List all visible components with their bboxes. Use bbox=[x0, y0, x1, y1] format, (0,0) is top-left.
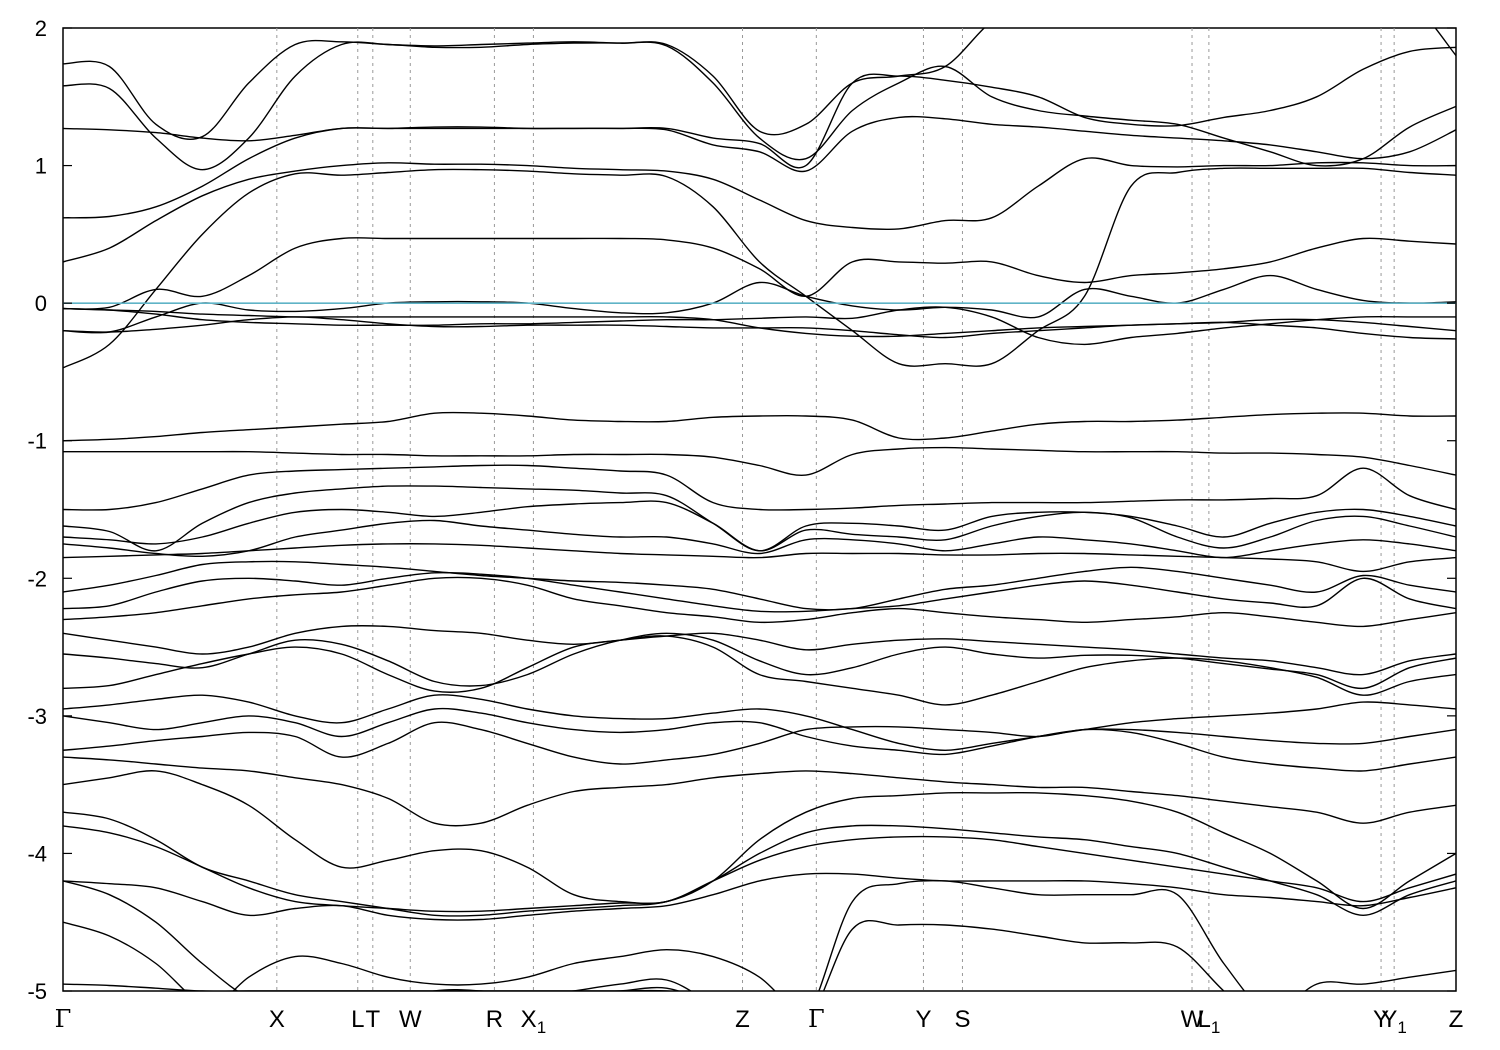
ytick-label-6: 1 bbox=[35, 154, 47, 179]
band-line-32 bbox=[63, 879, 1246, 991]
band-line-1 bbox=[63, 41, 1456, 171]
band-line-29 bbox=[63, 811, 1456, 917]
y-axis: -5 -4 -3 -2 -1 0 1 2 bbox=[27, 16, 1456, 1004]
band-line-4 bbox=[63, 157, 1456, 263]
ytick-label-3: -2 bbox=[27, 566, 47, 591]
kpoint-label-14: Y1 bbox=[1381, 1006, 1406, 1037]
band-line-21 bbox=[63, 625, 1456, 676]
bands bbox=[63, 28, 1456, 991]
kpoint-label-6: X1 bbox=[521, 1006, 546, 1037]
band-line-33 bbox=[63, 919, 1225, 991]
band-line-31 bbox=[63, 872, 1456, 921]
band-line-23 bbox=[63, 635, 1456, 706]
band-line-30 bbox=[63, 825, 1456, 913]
kpoint-label-0: Γ bbox=[55, 1005, 72, 1033]
band-line-18 bbox=[63, 560, 1456, 611]
band-line-12 bbox=[63, 446, 1456, 477]
ytick-label-1: -4 bbox=[27, 841, 47, 866]
kpoint-label-11: W bbox=[1181, 1006, 1204, 1033]
band-line-7 bbox=[63, 274, 1456, 334]
band-line-15 bbox=[63, 500, 1456, 552]
band-line-28 bbox=[63, 770, 1456, 910]
band-line-0 bbox=[63, 28, 1456, 141]
band-line-22 bbox=[63, 632, 1456, 690]
band-line-6 bbox=[63, 237, 1456, 310]
band-line-19 bbox=[63, 571, 1456, 613]
kpoint-label-2: L bbox=[351, 1006, 364, 1033]
band-line-11 bbox=[63, 411, 1456, 442]
kpoint-label-7: Z bbox=[735, 1006, 750, 1033]
kpoint-label-9: Y bbox=[915, 1006, 931, 1033]
kpoint-label-10: S bbox=[954, 1006, 970, 1033]
band-line-25 bbox=[63, 707, 1456, 756]
band-line-24 bbox=[63, 694, 1456, 752]
band-line-14 bbox=[63, 485, 1456, 552]
band-line-20 bbox=[63, 576, 1456, 628]
band-line-8 bbox=[63, 306, 1456, 346]
kpoint-label-8: Γ bbox=[808, 1005, 825, 1033]
kpoint-label-13: Y bbox=[1373, 1006, 1389, 1033]
ytick-label-0: -5 bbox=[27, 979, 47, 1004]
kpoint-label-1: X bbox=[269, 1006, 285, 1033]
band-line-5 bbox=[63, 167, 1456, 369]
kpoint-label-5: R bbox=[486, 1006, 503, 1033]
ytick-label-7: 2 bbox=[35, 16, 47, 41]
band-line-13 bbox=[63, 464, 1456, 511]
x-axis: Γ X L T W R X1 Z Γ Y S WL1 YY1 Z bbox=[55, 1005, 1464, 1037]
kpoint-label-15: Z bbox=[1449, 1006, 1464, 1033]
kpoint-label-12: L1 bbox=[1197, 1006, 1220, 1037]
band-line-10 bbox=[63, 307, 1456, 340]
band-line-17 bbox=[63, 543, 1456, 573]
band-line-34 bbox=[232, 948, 776, 991]
band-line-2 bbox=[63, 46, 1456, 169]
ytick-label-5: 0 bbox=[35, 291, 47, 316]
kpoint-label-3: T bbox=[365, 1006, 380, 1033]
kpoint-label-4: W bbox=[399, 1006, 422, 1033]
band-line-26 bbox=[63, 721, 1456, 772]
band-line-3 bbox=[63, 115, 1456, 219]
ytick-label-2: -3 bbox=[27, 704, 47, 729]
band-line-27 bbox=[63, 756, 1456, 827]
kpoint-grid bbox=[276, 28, 1395, 991]
ytick-label-4: -1 bbox=[27, 429, 47, 454]
band-line-16 bbox=[63, 519, 1456, 559]
